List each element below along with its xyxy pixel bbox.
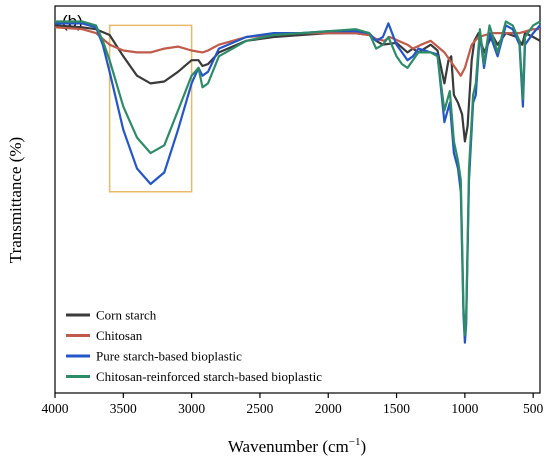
legend-label-1: Corn starch <box>96 308 157 323</box>
x-axis-ticks: 4000 3500 3000 2500 2000 1500 1000 500 <box>42 393 544 416</box>
x-tick-label: 4000 <box>42 401 69 416</box>
x-tick-label: 1000 <box>451 401 478 416</box>
legend: Corn starch Chitosan Pure starch-based bio… <box>66 308 322 384</box>
y-axis-title: Transmittance (%) <box>6 137 25 263</box>
legend-label-3: Pure starch-based bioplastic <box>96 349 242 364</box>
x-tick-label: 3000 <box>178 401 205 416</box>
plot-frame <box>54 5 541 394</box>
x-axis-title-main: Wavenumber (cm <box>228 437 349 456</box>
x-tick-label: 1500 <box>383 401 410 416</box>
series-line-4 <box>55 20 541 336</box>
x-axis-title: Wavenumber (cm−1) <box>228 436 366 456</box>
x-tick-label: 500 <box>523 401 544 416</box>
x-tick-label: 2500 <box>246 401 273 416</box>
series-line-1 <box>54 24 541 143</box>
legend-label-4: Chitosan-reinforced starch-based bioplas… <box>96 369 322 384</box>
x-tick-label: 3500 <box>110 401 137 416</box>
legend-label-2: Chitosan <box>96 328 143 343</box>
highlight-region-box <box>108 24 193 193</box>
series-layer <box>54 20 541 344</box>
x-tick-label: 2000 <box>315 401 342 416</box>
x-axis-title-exponent: −1 <box>349 436 361 448</box>
x-axis-title-suffix: ) <box>360 437 366 456</box>
